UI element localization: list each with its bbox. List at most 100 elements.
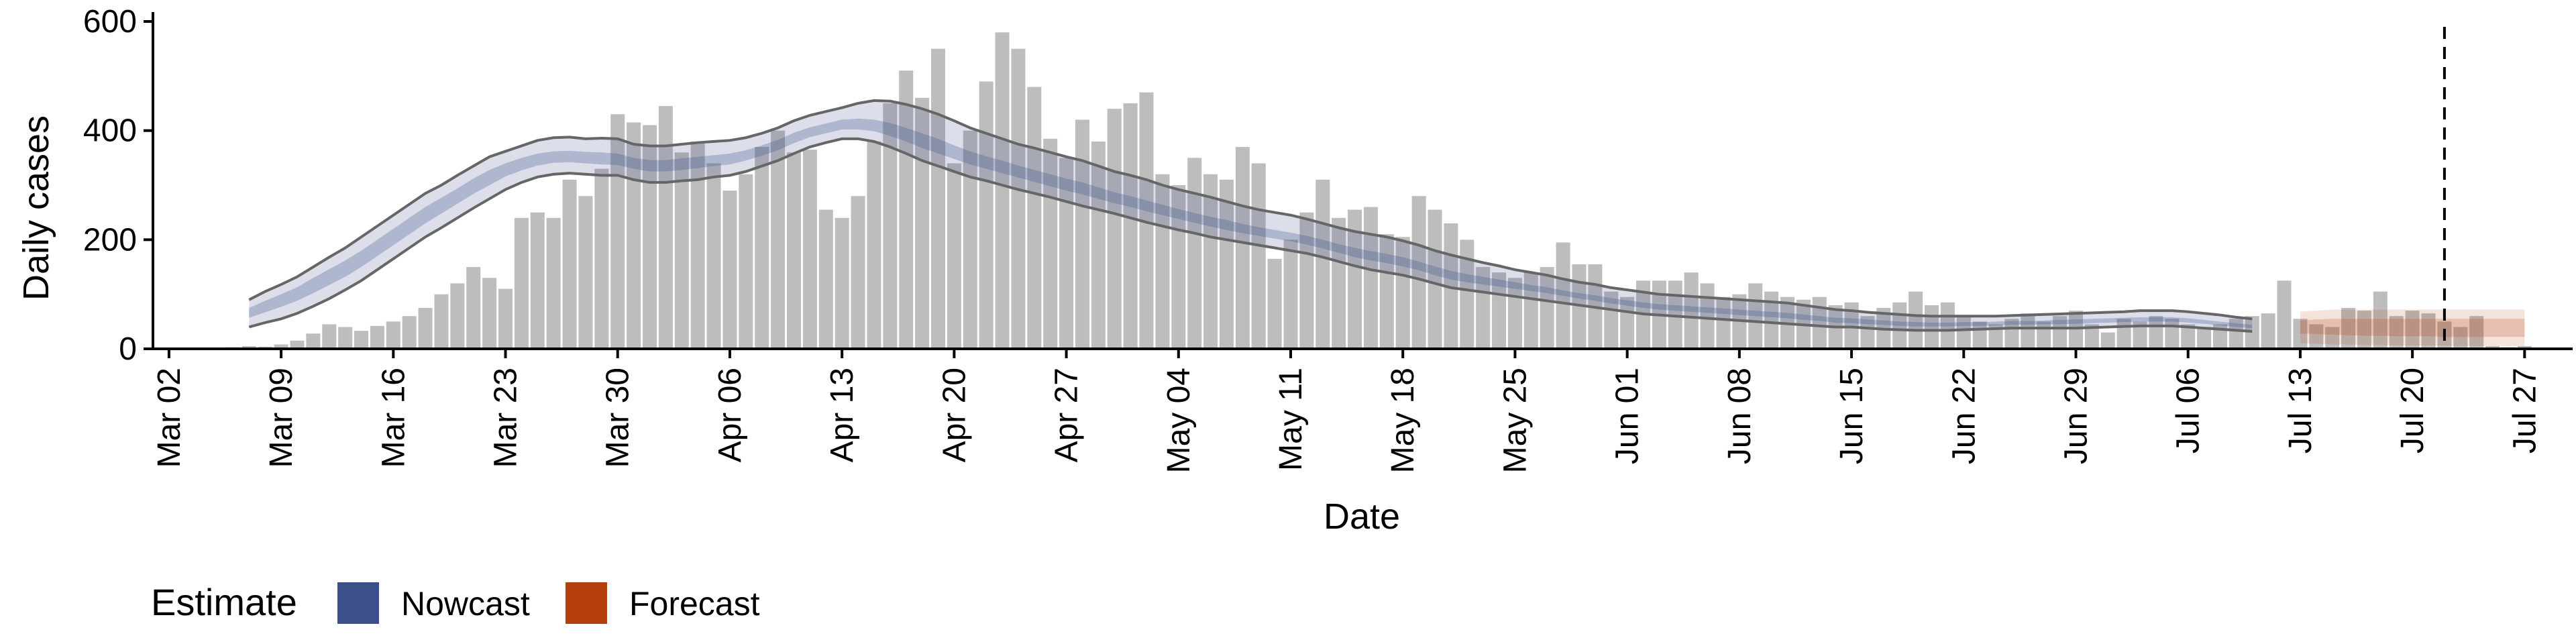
bar (2325, 327, 2340, 349)
y-tick-label: 400 (83, 113, 137, 149)
forecast-outer-band (2300, 309, 2525, 346)
bar (2004, 319, 2019, 349)
legend-label-forecast: Forecast (629, 585, 760, 623)
bar (2181, 324, 2196, 349)
nowcast-outer-band (249, 100, 2253, 331)
x-tick-label: Jun 01 (1610, 368, 1646, 464)
bar (1940, 302, 1955, 349)
bar (706, 163, 721, 349)
bar (274, 344, 288, 349)
bar (370, 325, 384, 349)
bar (1572, 264, 1587, 349)
bar (1171, 185, 1186, 349)
bar (2517, 345, 2532, 349)
bar (883, 103, 898, 349)
bar (2229, 319, 2243, 349)
bar (851, 196, 865, 349)
bar (867, 141, 881, 349)
bar (2373, 291, 2387, 349)
bar (835, 217, 849, 349)
bar (1011, 48, 1026, 350)
bar (2197, 327, 2212, 349)
bar (786, 152, 802, 349)
bar (1523, 272, 1538, 349)
x-tick-label: Jun 22 (1946, 368, 1982, 464)
bar (2053, 316, 2068, 349)
bar (1556, 242, 1570, 349)
bar (739, 174, 753, 349)
bar (1812, 297, 1827, 349)
bar (2245, 316, 2259, 349)
bar (402, 316, 417, 349)
bar (1460, 239, 1474, 349)
bar (755, 147, 769, 349)
bar (562, 179, 577, 349)
bar (1332, 217, 1346, 349)
bar (1540, 267, 1554, 349)
bar (290, 340, 305, 349)
x-tick-label: May 04 (1161, 368, 1197, 473)
bar (498, 288, 513, 349)
bar (1988, 324, 2003, 349)
x-tick-label: Apr 27 (1049, 368, 1085, 462)
x-tick-label: Jul 20 (2395, 368, 2430, 453)
bar (1684, 272, 1699, 349)
bar (1299, 212, 1314, 349)
bar (2357, 311, 2371, 349)
bar (2021, 313, 2035, 349)
bar (386, 321, 400, 349)
x-tick-label: May 11 (1273, 368, 1309, 471)
bar (338, 327, 353, 349)
legend-title: Estimate (151, 581, 297, 623)
bar (1363, 207, 1378, 349)
bar (1956, 316, 1971, 349)
x-tick-label: May 18 (1385, 368, 1421, 473)
x-tick-label: Jul 13 (2283, 368, 2318, 453)
legend-label-nowcast: Nowcast (401, 585, 530, 623)
bar (2293, 319, 2308, 349)
bar (530, 212, 545, 349)
bar (1668, 280, 1682, 349)
bar (1075, 119, 1089, 349)
forecast-inner-band (2300, 319, 2525, 337)
bar (2341, 308, 2356, 349)
bar (930, 48, 945, 350)
bar (899, 70, 914, 349)
nowcast-lower-line (248, 137, 2253, 333)
bar (306, 333, 321, 349)
bands-layer (249, 100, 2525, 346)
x-tick-label: May 25 (1497, 368, 1533, 473)
bar (1348, 209, 1362, 349)
bar (1283, 239, 1298, 349)
x-tick-label: Jun 29 (2058, 368, 2094, 464)
bar (658, 106, 673, 349)
bar (466, 267, 481, 349)
bar (722, 191, 737, 349)
bar (434, 294, 449, 349)
bar (2068, 311, 2083, 349)
bar (2421, 313, 2436, 349)
bar (2405, 311, 2420, 349)
x-tick-label: Jun 15 (1834, 368, 1870, 464)
bar (1251, 163, 1266, 349)
bar (450, 283, 465, 349)
bar (1604, 291, 1619, 349)
bar (1492, 272, 1507, 349)
bar (818, 209, 833, 349)
bar (1203, 174, 1218, 349)
bar (482, 278, 497, 349)
bar (2309, 324, 2324, 349)
bar (1139, 92, 1154, 350)
bar (963, 130, 977, 350)
legend: Estimate Nowcast Forecast (151, 581, 760, 624)
y-tick-label: 200 (83, 222, 137, 258)
bar (1187, 158, 1202, 349)
bar (1027, 87, 1042, 349)
x-tick-label: Jun 08 (1722, 368, 1758, 464)
bar (1235, 147, 1250, 349)
bar (2100, 332, 2115, 349)
bar (1123, 103, 1138, 349)
bar (1379, 234, 1394, 349)
bar (674, 152, 689, 349)
